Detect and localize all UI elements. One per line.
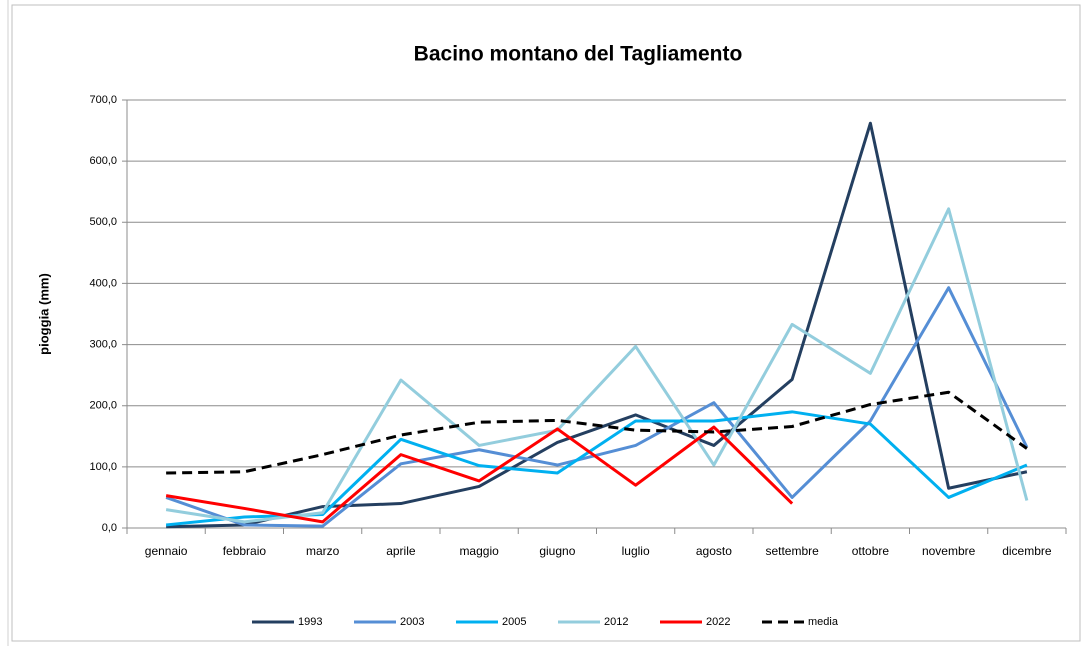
chart-title: Bacino montano del Tagliamento (414, 43, 743, 66)
x-tick-label: ottobre (852, 544, 890, 558)
series-line (165, 425, 794, 524)
y-tick-label: 300,0 (89, 338, 117, 350)
x-tick-label: novembre (922, 544, 976, 558)
y-tick-label: 400,0 (89, 277, 117, 289)
y-axis-label: pioggia (mm) (36, 273, 51, 355)
y-tick-label: 100,0 (89, 461, 117, 473)
series-line (166, 121, 1028, 529)
x-tick-label: dicembre (1002, 544, 1052, 558)
x-tick-label: giugno (539, 544, 575, 558)
legend-label: 2022 (706, 616, 730, 628)
legend-label: media (808, 616, 839, 628)
x-tick-label: maggio (459, 544, 499, 558)
y-tick-label: 200,0 (89, 400, 117, 412)
series-line (166, 390, 1028, 475)
x-tick-label: aprile (386, 544, 416, 558)
y-tick-label: 0,0 (102, 522, 117, 534)
x-tick-label: luglio (622, 544, 650, 558)
legend-label: 1993 (298, 616, 322, 628)
legend-label: 2003 (400, 616, 424, 628)
legend-label: 2005 (502, 616, 526, 628)
x-tick-label: marzo (306, 544, 340, 558)
x-tick-label: agosto (696, 544, 732, 558)
legend-label: 2012 (604, 616, 628, 628)
chart-border (11, 4, 1081, 642)
y-tick-label: 700,0 (89, 94, 117, 106)
x-tick-label: gennaio (145, 544, 188, 558)
x-tick-label: febbraio (223, 544, 267, 558)
x-tick-label: settembre (765, 544, 819, 558)
y-tick-label: 500,0 (89, 216, 117, 228)
series-line (165, 207, 1029, 524)
y-tick-label: 600,0 (89, 155, 117, 167)
